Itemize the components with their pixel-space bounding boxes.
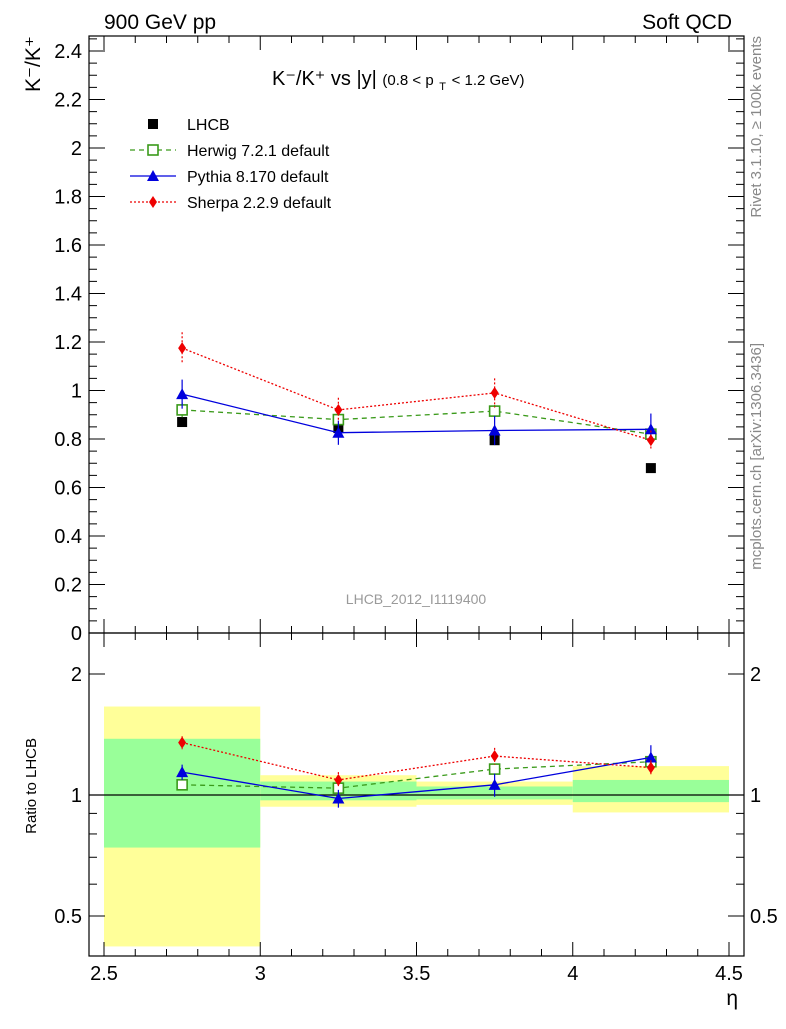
main-point-sherpa [490, 386, 499, 399]
ratio-y-tick-label: 1 [71, 785, 82, 807]
ratio-line-sherpa [181, 741, 651, 781]
ratio-point-sherpa [334, 773, 343, 786]
title-cut-end: < 1.2 GeV) [452, 72, 525, 89]
watermark: LHCB_2012_I1119400 [346, 591, 487, 607]
title-main: K⁻/K⁺ vs |y| [272, 68, 377, 90]
legend-entry-pythia: Pythia 8.170 default [130, 169, 329, 186]
series-layer [176, 332, 657, 808]
ratio-point-pythia [176, 766, 189, 778]
ratio-series-pythia [176, 745, 657, 808]
main-point-pythia [644, 423, 657, 435]
y-tick-label: 1.4 [54, 284, 82, 306]
y-tick-label: 1.6 [54, 235, 82, 257]
legend-entry-lhcb: LHCB [148, 117, 230, 134]
ratio-point-pythia [488, 778, 501, 790]
ratio-y-tick-label: 0.5 [54, 906, 82, 928]
ratio-y-tick-label-right: 1 [750, 785, 761, 807]
legend-label-sherpa: Sherpa 2.2.9 default [187, 195, 332, 212]
title-cut-sub: T [439, 81, 446, 93]
y-tick-label: 0 [71, 623, 82, 645]
ratio-y-tick-label-right: 0.5 [750, 906, 778, 928]
x-tick-label: 2.5 [90, 963, 118, 985]
y-tick-label: 1 [71, 381, 82, 403]
ratio-y-tick-label-right: 2 [750, 664, 761, 686]
main-line-pythia [181, 393, 651, 434]
ratio-point-sherpa [646, 761, 655, 774]
y-axis-label-main: K⁻/K⁺ [22, 36, 45, 92]
main-point-lhcb [645, 463, 656, 474]
main-series-herwig [176, 402, 657, 442]
ratio-bands [104, 706, 729, 947]
legend-label-herwig: Herwig 7.2.1 default [187, 143, 330, 160]
y-tick-label: 2 [71, 138, 82, 160]
ratio-y-tick-label: 2 [71, 664, 82, 686]
x-tick-label: 4 [567, 963, 578, 985]
header-right: Soft QCD [642, 11, 732, 34]
main-point-lhcb [177, 417, 188, 428]
legend: LHCB Herwig 7.2.1 default Pythia 8.170 def… [130, 117, 332, 212]
ratio-line-herwig [182, 761, 651, 789]
side-label-bottom: mcplots.cern.ch [arXiv:1306.3436] [748, 343, 765, 570]
y-tick-label: 0.6 [54, 478, 82, 500]
y-tick-label: 0.4 [54, 526, 82, 548]
side-label-top: Rivet 3.1.10, ≥ 100k events [748, 36, 765, 218]
y-tick-label: 1.2 [54, 332, 82, 354]
uncertainty-band-green-0 [104, 738, 261, 848]
main-series-pythia [176, 379, 657, 446]
uncertainty-band-green-3 [572, 779, 729, 803]
ratio-point-sherpa [178, 736, 187, 749]
y-tick-label: 2.2 [54, 90, 82, 112]
legend-entry-herwig: Herwig 7.2.1 default [130, 143, 330, 160]
header-left: 900 GeV pp [104, 11, 216, 34]
legend-label-lhcb: LHCB [187, 117, 230, 134]
main-point-herwig [488, 405, 501, 417]
x-axis-label: η [726, 987, 738, 1010]
main-line-sherpa [181, 347, 652, 441]
title-cut: (0.8 < p [382, 72, 433, 89]
y-tick-label: 1.8 [54, 187, 82, 209]
ratio-line-pythia [182, 756, 651, 800]
x-tick-label: 3.5 [403, 963, 431, 985]
main-series-sherpa [178, 332, 655, 450]
axes-frame: 2.5 3 3.5 4 4.5 0 0.2 0.4 0.6 0.8 1 1.2 1.4 1.6 1.8 2 2.… [54, 35, 778, 985]
ratio-point-pythia [644, 751, 657, 763]
main-title: K⁻/K⁺ vs |y| (0.8 < p T < 1.2 GeV) [272, 68, 525, 95]
legend-entry-sherpa: Sherpa 2.2.9 default [130, 195, 332, 212]
legend-label-pythia: Pythia 8.170 default [187, 169, 329, 186]
main-point-pythia [488, 424, 501, 436]
legend-marker-lhcb [148, 119, 158, 129]
ratio-point-herwig [488, 763, 501, 775]
legend-marker-sherpa [149, 196, 157, 208]
legend-marker-pythia [147, 170, 159, 181]
y-tick-label: 0.2 [54, 575, 82, 597]
main-line-herwig [182, 409, 651, 435]
ratio-point-herwig [176, 779, 188, 791]
legend-marker-herwig [147, 144, 159, 156]
main-point-pythia [176, 388, 189, 400]
main-series-lhcb [177, 417, 656, 474]
main-point-sherpa [178, 342, 187, 355]
y-tick-label: 2.4 [54, 41, 82, 63]
ratio-point-pythia [332, 792, 345, 804]
y-axis-label-ratio: Ratio to LHCB [23, 738, 40, 834]
main-point-sherpa [334, 403, 343, 416]
main-point-pythia [332, 426, 345, 438]
ratio-series-sherpa [178, 736, 655, 789]
ratio-point-sherpa [490, 750, 499, 763]
y-tick-label: 0.8 [54, 429, 82, 451]
x-tick-label: 4.5 [715, 963, 743, 985]
main-point-sherpa [646, 434, 655, 447]
x-tick-label: 3 [255, 963, 266, 985]
